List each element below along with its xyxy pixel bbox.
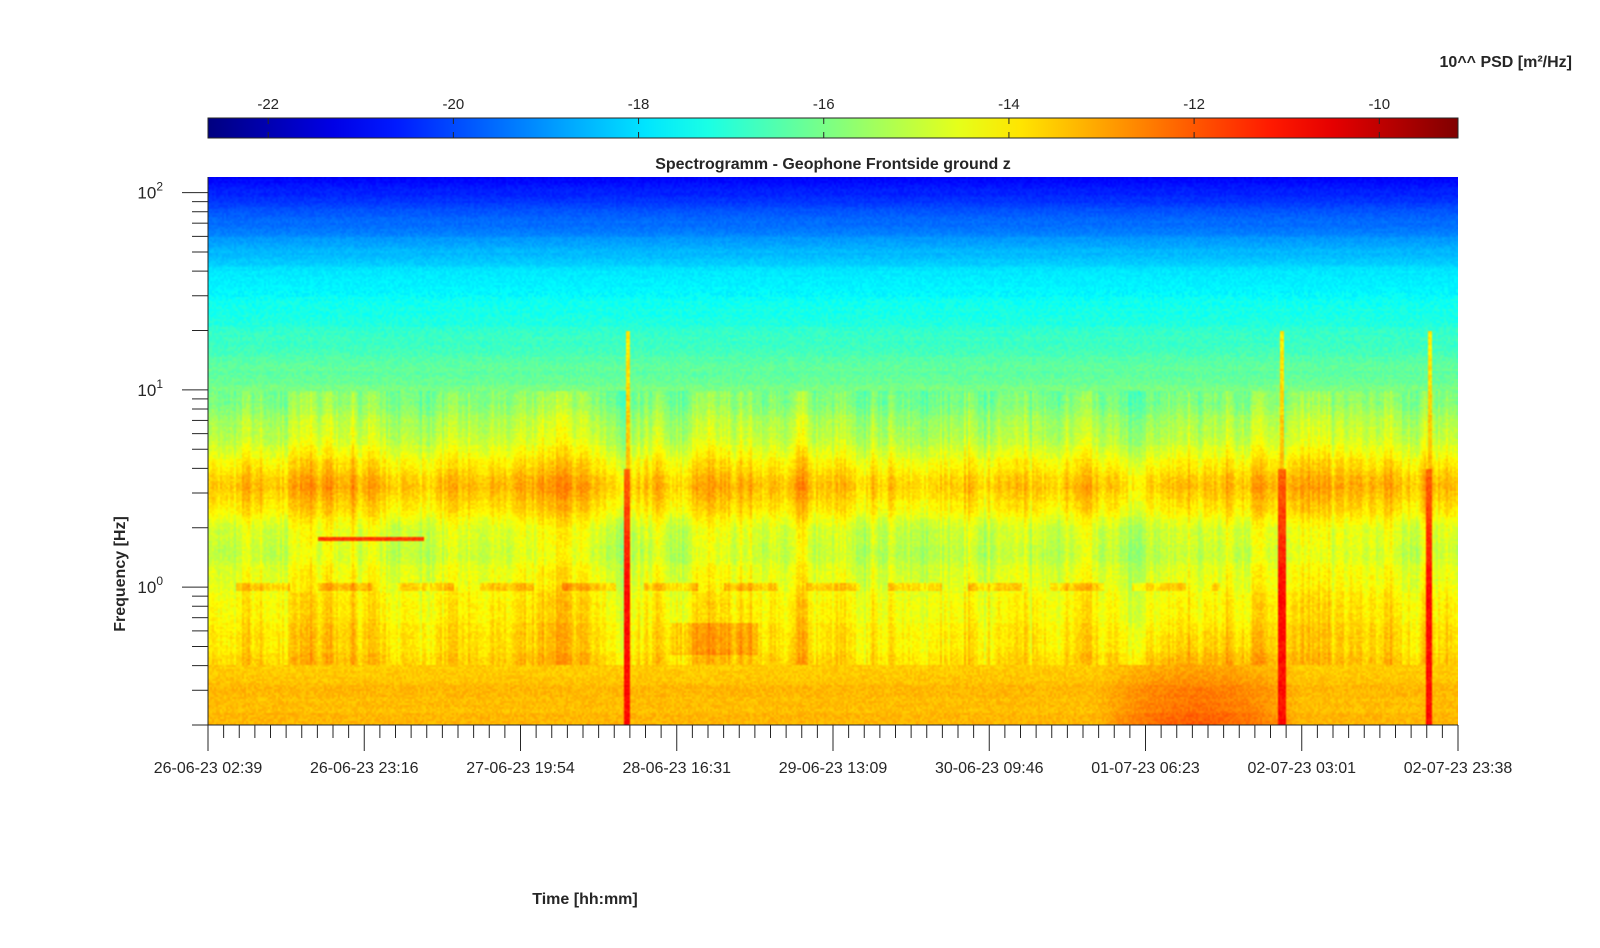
plot-area xyxy=(208,177,1458,725)
colorbar-tick-label: -20 xyxy=(443,96,465,113)
colorbar-gradient xyxy=(207,117,1459,139)
y-tick-base: 10 xyxy=(137,381,156,400)
x-tick-label: 02-07-23 03:01 xyxy=(1247,760,1356,777)
y-tick-exponent: 0 xyxy=(156,574,163,588)
x-tick-label: 02-07-23 23:38 xyxy=(1404,760,1513,777)
x-tick-label: 30-06-23 09:46 xyxy=(935,760,1044,777)
chart-title: Spectrogramm - Geophone Frontside ground… xyxy=(655,156,1011,173)
colorbar: -22 -20 -18 -16 -14 -12 -10 xyxy=(207,96,1459,139)
y-tick-exponent: 2 xyxy=(156,180,163,194)
y-tick-label: 101 xyxy=(137,377,163,400)
colorbar-tick-label: -22 xyxy=(257,96,279,113)
colorbar-label: 10^^ PSD [m²/Hz] xyxy=(1440,54,1572,71)
x-tick-label: 01-07-23 06:23 xyxy=(1091,760,1200,777)
y-tick-exponent: 1 xyxy=(156,377,163,391)
x-tick-label: 26-06-23 02:39 xyxy=(154,760,263,777)
colorbar-tick-label: -16 xyxy=(813,96,835,113)
x-tick-label: 29-06-23 13:09 xyxy=(779,760,888,777)
x-tick-label: 28-06-23 16:31 xyxy=(622,760,731,777)
colorbar-tick-label: -14 xyxy=(998,96,1020,113)
y-tick-base: 10 xyxy=(137,184,156,203)
x-axis: 26-06-23 02:39 26-06-23 23:16 27-06-23 19:… xyxy=(154,724,1513,777)
x-ticks: 26-06-23 02:39 26-06-23 23:16 27-06-23 19:… xyxy=(154,725,1513,777)
x-tick-label: 27-06-23 19:54 xyxy=(466,760,575,777)
colorbar-tick-label: -12 xyxy=(1183,96,1205,113)
y-tick-label: 102 xyxy=(137,180,163,203)
spectrogram-heatmap xyxy=(208,177,1458,725)
colorbar-ticks: -22 -20 -18 -16 -14 -12 -10 xyxy=(257,96,1390,138)
y-tick-base: 10 xyxy=(137,578,156,597)
colorbar-tick-label: -10 xyxy=(1368,96,1390,113)
colorbar-tick-label: -18 xyxy=(628,96,650,113)
y-axis-label: Frequency [Hz] xyxy=(112,516,129,632)
x-axis-label: Time [hh:mm] xyxy=(532,891,637,908)
x-tick-label: 26-06-23 23:16 xyxy=(310,760,419,777)
y-tick-label: 100 xyxy=(137,574,163,597)
